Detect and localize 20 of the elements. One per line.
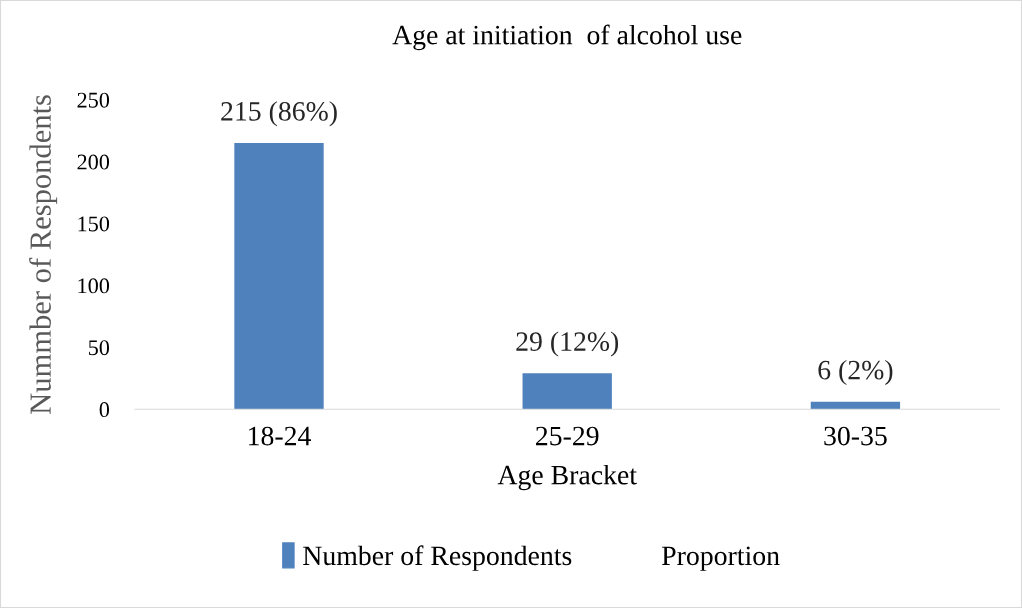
bar bbox=[522, 373, 612, 410]
x-axis-title: Age Bracket bbox=[497, 464, 637, 491]
text: Proportion bbox=[662, 546, 780, 571]
y-axis-title: Nummber of Respondents bbox=[29, 95, 58, 414]
y-tick-label: 50 bbox=[88, 340, 110, 356]
bar bbox=[234, 143, 324, 410]
legend-label: Number of Respondents bbox=[303, 545, 572, 571]
data-label: 29 (12%) bbox=[516, 331, 619, 357]
chart-title: Age at initiation of alcohol use bbox=[392, 24, 742, 51]
y-tick-label: 0 bbox=[99, 402, 110, 418]
y-tick-label: 200 bbox=[77, 154, 110, 170]
bar bbox=[810, 401, 901, 410]
data-label: 6 (2%) bbox=[818, 359, 893, 386]
x-tick-label: 25-29 bbox=[536, 426, 599, 446]
y-tick-label: 100 bbox=[78, 278, 110, 294]
x-tick-label: 18-24 bbox=[249, 426, 311, 446]
x-tick-label: 30-35 bbox=[824, 426, 887, 446]
y-tick-label: 150 bbox=[78, 216, 110, 232]
data-label: 215 (86%) bbox=[221, 101, 337, 127]
y-tick-label: 250 bbox=[77, 92, 110, 108]
